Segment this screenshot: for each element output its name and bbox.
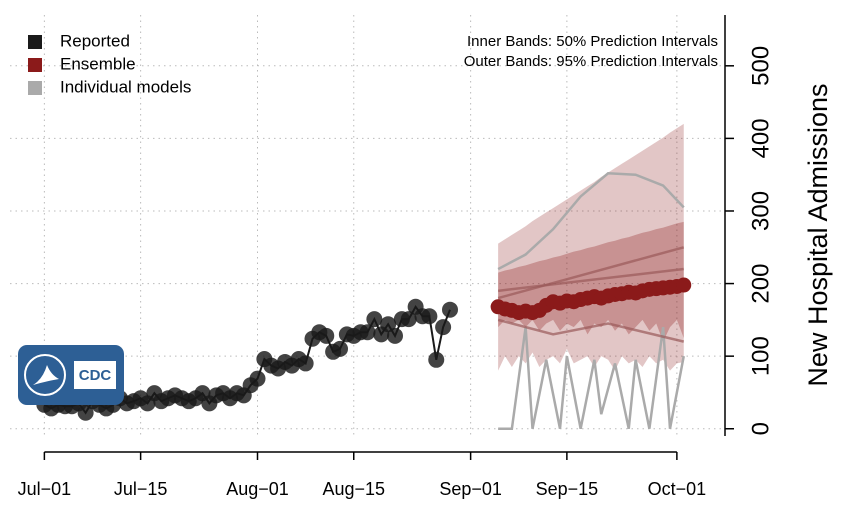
reported-point (77, 404, 94, 421)
y-tick-label: 100 (747, 336, 774, 376)
reported-point (435, 319, 452, 336)
model-line (497, 318, 685, 343)
reported-point (297, 355, 314, 372)
x-tick-label: Sep−15 (536, 479, 599, 499)
reported-point (332, 340, 348, 357)
x-tick-label: Jul−01 (18, 479, 72, 499)
plot: Jul−01 Jul−15 Aug−01 Aug−15 Sep−01 Sep−15 Oct−… (10, 15, 774, 499)
logo-eagle (33, 365, 59, 385)
x-tick-label: Aug−01 (226, 479, 289, 499)
model-line (498, 326, 685, 430)
logo-box (18, 345, 124, 405)
model-line (497, 267, 684, 293)
logo-badge (74, 361, 116, 389)
reported-point (318, 327, 335, 344)
legend-label: Reported (60, 31, 130, 50)
reported-point (428, 351, 445, 368)
x-tick-label: Oct−01 (648, 479, 707, 499)
reported-point (400, 311, 417, 328)
legend-label: Individual models (60, 77, 191, 96)
y-tick-label: 400 (747, 118, 774, 158)
reported-point (366, 311, 383, 328)
reported-point (421, 308, 438, 325)
reported-point (359, 324, 376, 341)
legend-label: Ensemble (60, 54, 136, 73)
legend-swatch (28, 35, 42, 49)
reported-point (442, 301, 458, 318)
y-axis-label: New Hospital Admissions (803, 83, 833, 386)
ensemble-point (676, 277, 692, 293)
annotation: Inner Bands: 50% Prediction Intervals (467, 33, 718, 50)
reported-point (387, 327, 403, 344)
y-tick-label: 500 (747, 46, 774, 86)
logo-text: CDC (79, 367, 112, 384)
reported-point (380, 316, 397, 333)
x-tick-label: Sep−01 (439, 479, 502, 499)
cdc-logo: CDC (18, 345, 124, 405)
x-tick-label: Jul−15 (114, 479, 168, 499)
legend-swatch (28, 58, 42, 72)
x-tick-label: Aug−15 (322, 479, 385, 499)
annotation: Outer Bands: 95% Prediction Intervals (464, 53, 718, 70)
legend-swatch (28, 81, 42, 95)
model-line (497, 171, 685, 271)
y-tick-label: 200 (747, 264, 774, 304)
model-line (497, 246, 685, 300)
reported-point (249, 370, 266, 387)
logo-seal (24, 354, 66, 396)
y-tick-label: 300 (747, 191, 774, 231)
y-tick-label: 0 (747, 422, 774, 435)
